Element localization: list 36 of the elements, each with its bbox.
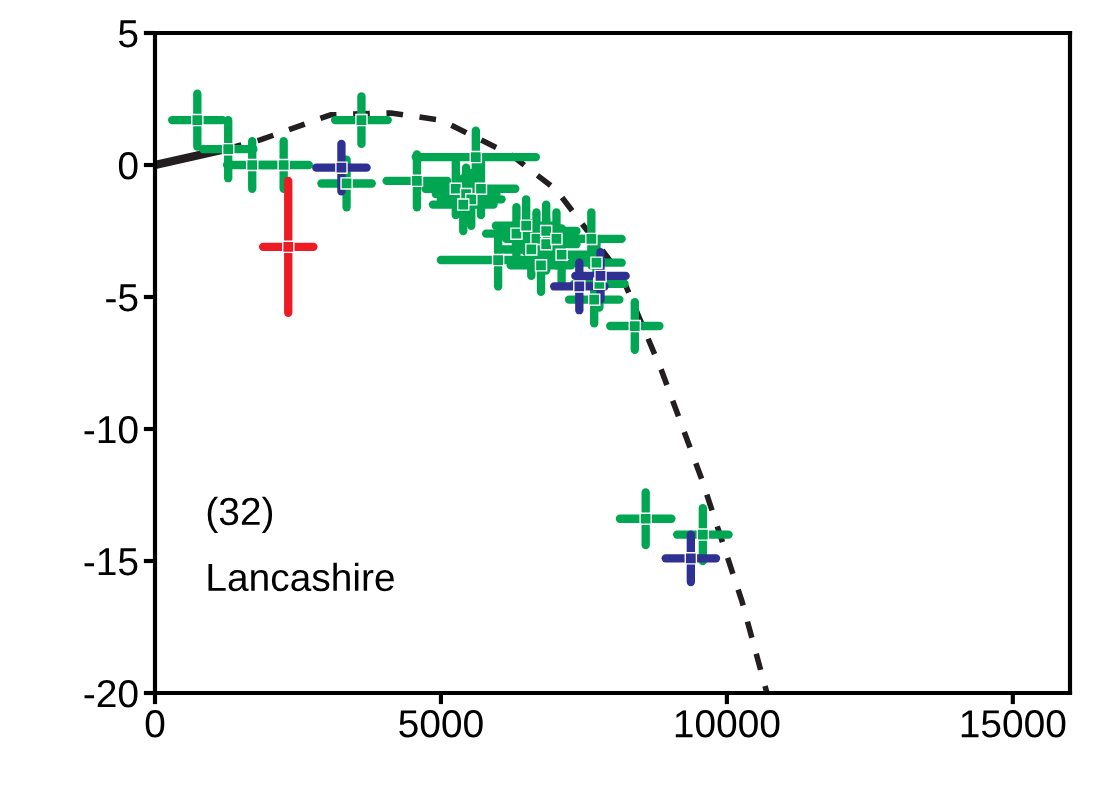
point xyxy=(245,158,259,172)
annotation: Lancashire xyxy=(208,562,394,592)
point xyxy=(510,227,523,240)
y-tick-label: -15 xyxy=(84,548,138,576)
point xyxy=(456,198,470,211)
point xyxy=(335,161,348,174)
point xyxy=(410,174,424,188)
y-tick-label: 0 xyxy=(118,151,138,180)
y-tick-label: 5 xyxy=(118,20,138,48)
point xyxy=(534,259,548,272)
point xyxy=(355,113,368,127)
point xyxy=(491,253,505,267)
point xyxy=(474,182,488,196)
x-tick-label: 5000 xyxy=(399,710,483,738)
point xyxy=(281,240,295,254)
point xyxy=(628,319,642,333)
y-tick-label: -5 xyxy=(106,284,138,312)
annotation: (32) xyxy=(207,496,273,533)
point xyxy=(684,552,698,565)
y-tick-label: -10 xyxy=(84,415,138,444)
point xyxy=(519,219,533,232)
point xyxy=(340,177,353,190)
point xyxy=(594,269,607,283)
point xyxy=(277,158,290,172)
point xyxy=(221,142,235,156)
point xyxy=(696,528,710,541)
point xyxy=(573,280,586,293)
point xyxy=(587,293,601,306)
x-tick-label: 0 xyxy=(145,710,165,738)
point xyxy=(191,113,204,127)
point xyxy=(590,256,603,269)
point xyxy=(639,512,652,526)
y-tick-label: -20 xyxy=(84,679,138,708)
point xyxy=(469,150,483,164)
x-tick-label: 15000 xyxy=(961,710,1066,738)
x-tick-label: 10000 xyxy=(675,710,780,738)
